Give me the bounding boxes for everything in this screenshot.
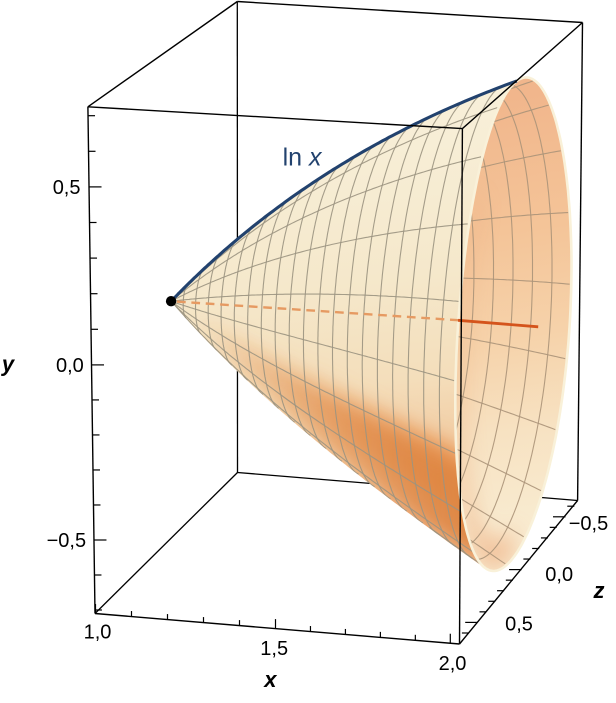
svg-text:−0,5: −0,5	[47, 530, 86, 552]
svg-text:1,5: 1,5	[260, 638, 288, 660]
svg-text:z: z	[593, 578, 605, 603]
svg-text:x: x	[263, 667, 277, 692]
svg-text:1,0: 1,0	[84, 621, 112, 643]
svg-text:y: y	[1, 352, 16, 377]
svg-text:0,5: 0,5	[505, 613, 533, 635]
svg-text:0,0: 0,0	[545, 564, 573, 586]
svg-text:ln x: ln x	[283, 143, 323, 171]
svg-text:0,0: 0,0	[56, 355, 84, 377]
svg-text:2,0: 2,0	[439, 653, 467, 675]
svg-text:−0,5: −0,5	[569, 513, 608, 535]
svg-text:0,5: 0,5	[53, 177, 81, 199]
